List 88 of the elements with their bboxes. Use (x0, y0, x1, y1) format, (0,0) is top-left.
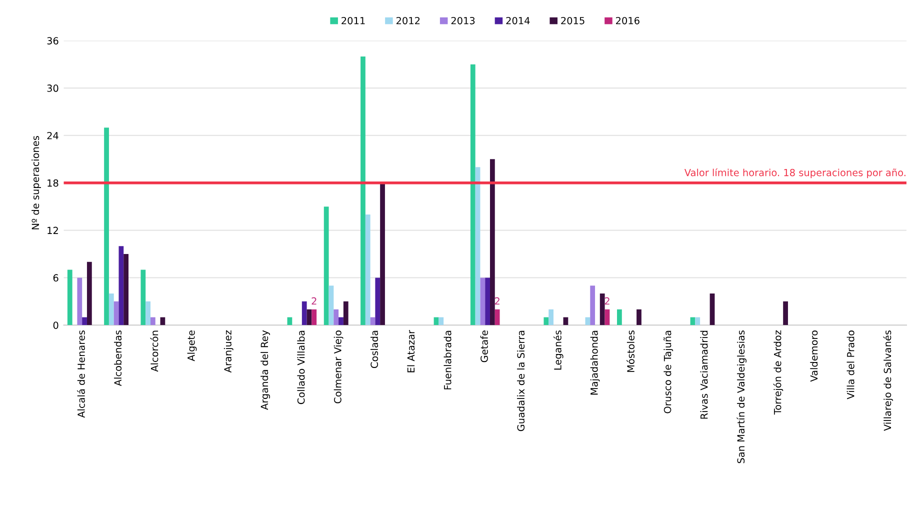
x-tick-label: Fuenlabrada (444, 330, 452, 390)
bar (434, 317, 439, 326)
x-tick-label: Majadahonda (590, 330, 600, 395)
bar (104, 128, 109, 326)
data-label: 2 (494, 297, 500, 305)
bar (563, 317, 568, 326)
bar (118, 246, 124, 326)
bar (690, 317, 696, 326)
bar (380, 182, 385, 326)
y-tick-label: 0 (53, 322, 58, 329)
y-axis-title: Nº de superaciones (32, 136, 41, 230)
x-tick-label: Orusco de Tajuña (664, 330, 674, 414)
x-tick-label: Getafe (480, 330, 488, 362)
x-tick-label: Villarejo de Salvanés (883, 330, 894, 431)
x-tick-label: Torrejón de Ardoz (773, 330, 784, 415)
bar (334, 309, 339, 326)
bar (146, 301, 150, 326)
bar (475, 167, 480, 326)
bar (324, 206, 329, 326)
x-tick-label: Rivas Vaciamadrid (700, 330, 708, 419)
bar (108, 294, 114, 326)
bar (438, 317, 444, 326)
x-tick-label: Villa del Prado (846, 330, 854, 400)
bar (485, 278, 490, 326)
bar (140, 270, 146, 326)
bar (287, 317, 292, 326)
y-tick-label: 6 (53, 274, 58, 282)
bar (77, 278, 82, 326)
bar (548, 309, 554, 326)
x-tick-label: Colmenar Viejo (334, 330, 344, 404)
bar (600, 294, 605, 326)
bar (124, 254, 128, 326)
ref-line-label: Valor límite horario. 18 superaciones por año. (684, 168, 906, 178)
y-tick-label: 30 (47, 84, 58, 92)
bar (338, 317, 344, 326)
data-label: 2 (312, 297, 316, 305)
legend-label: 2016 (616, 16, 640, 24)
y-tick-label: 36 (47, 37, 58, 44)
bar (604, 309, 610, 326)
legend-label: 2015 (561, 16, 584, 24)
bar (150, 317, 156, 326)
bar (585, 317, 590, 326)
x-tick-label: Algete (187, 330, 197, 362)
bar (67, 270, 72, 326)
x-tick-label: Aranjuez (224, 330, 234, 373)
x-tick-label: Móstoles (626, 330, 634, 372)
x-tick-label: Alcalá de Henares (76, 330, 85, 418)
legend-label: 2011 (342, 16, 365, 24)
x-tick-label: Collado Villalba (297, 330, 305, 404)
y-tick-label: 12 (48, 226, 58, 234)
x-tick-label: Coslada (370, 330, 378, 368)
bar (783, 301, 788, 326)
bar (375, 278, 380, 326)
y-tick-label: 24 (47, 132, 58, 140)
bar (370, 317, 376, 326)
bar (86, 262, 92, 326)
bar (710, 294, 715, 326)
bar (480, 278, 486, 326)
bar (695, 317, 700, 326)
bar (160, 317, 166, 326)
bar (328, 286, 334, 326)
bar (302, 301, 307, 326)
x-tick-label: Valdemoro (810, 330, 818, 382)
bar (306, 309, 312, 326)
x-tick-label: Guadalix de la Sierra (517, 330, 525, 432)
bar (590, 286, 596, 326)
bar (544, 317, 549, 326)
bar (343, 301, 348, 326)
legend-label: 2014 (506, 16, 530, 24)
bar (490, 159, 495, 326)
x-tick-label: Alcorcón (150, 330, 158, 372)
y-tick-label: 18 (48, 179, 58, 187)
bar (312, 309, 317, 326)
bar (617, 309, 622, 326)
legend-label: 2012 (396, 16, 420, 24)
bar (494, 309, 500, 326)
bar (365, 214, 370, 326)
bar (636, 309, 642, 326)
x-tick-label: San Martín de Valdeiglesias (736, 330, 746, 464)
x-tick-label: Alcobendas (114, 330, 122, 386)
bar (360, 56, 366, 326)
x-tick-label: Leganés (553, 330, 564, 370)
x-tick-label: Arganda del Rey (260, 330, 270, 410)
legend-label: 2013 (451, 16, 475, 24)
bar (114, 301, 119, 326)
x-tick-label: El Atazar (407, 330, 415, 372)
bar (470, 64, 476, 326)
bar (82, 317, 87, 326)
